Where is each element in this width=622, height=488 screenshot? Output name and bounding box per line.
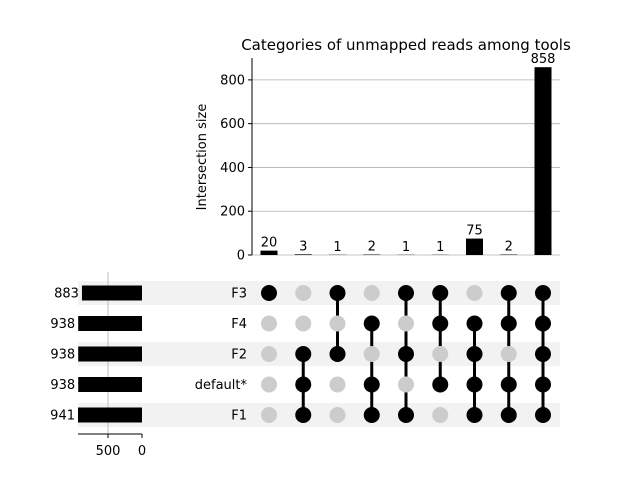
intersection-bar-label-3: 1: [333, 240, 341, 255]
matrix-dot-1-f1-empty: [261, 407, 277, 423]
intersection-bar-label-8: 2: [505, 240, 513, 255]
set-size-value-f2: 938: [50, 348, 75, 363]
chart-title: Categories of unmapped reads among tools: [241, 36, 571, 54]
matrix-dot-2-f2-filled: [295, 346, 312, 362]
y-tick-label-600: 600: [220, 117, 245, 132]
intersection-bar-2: [294, 254, 312, 255]
set-size-bars: 883 938 938 938 941: [50, 272, 142, 434]
matrix-dot-6-f2-empty: [432, 346, 449, 362]
matrix-dot-4-default-filled: [363, 376, 380, 393]
intersection-bar-label-7: 75: [466, 224, 483, 239]
matrix-dot-3-f1-empty: [329, 407, 346, 423]
matrix-dot-8-default-filled: [500, 376, 517, 393]
matrix-dot-5-f2-filled: [398, 346, 414, 362]
set-name-f1: F1: [231, 409, 247, 424]
intersection-bar-label-4: 2: [368, 240, 376, 255]
matrix-dot-9-f3-filled: [535, 285, 551, 301]
set-name-f2: F2: [231, 348, 247, 363]
matrix-dot-4-f4-filled: [363, 315, 380, 332]
row-stripe-f2: [78, 342, 560, 366]
matrix-dot-2-default-filled: [295, 376, 312, 393]
set-name-default: default*: [195, 378, 248, 393]
matrix-dot-1-f3-filled: [261, 285, 277, 301]
set-size-bar-f4: [78, 316, 142, 331]
intersection-bar-1: [260, 250, 278, 255]
y-tick-label-400: 400: [220, 161, 245, 176]
set-size-bar-f3: [81, 285, 142, 301]
matrix-dot-9-default-filled: [535, 376, 551, 393]
matrix-dot-2-f4-empty: [295, 315, 312, 332]
y-tick-label-0: 0: [237, 249, 245, 264]
matrix-dot-5-f4-empty: [398, 315, 414, 332]
matrix-dot-6-default-filled: [432, 376, 449, 393]
matrix-dot-7-default-filled: [466, 376, 483, 393]
row-stripes: [78, 281, 560, 427]
set-size-bar-default: [78, 377, 142, 392]
intersection-bar-label-6: 1: [436, 240, 444, 255]
matrix-dot-5-f3-filled: [398, 285, 414, 301]
intersection-bar-label-1: 20: [261, 236, 278, 251]
set-size-value-f1: 941: [50, 409, 75, 424]
matrix-dot-4-f1-filled: [363, 407, 380, 423]
matrix-dot-1-f4-empty: [261, 315, 277, 332]
matrix-dot-7-f3-empty: [466, 285, 483, 301]
intersection-bar-label-2: 3: [299, 239, 307, 254]
intersection-bar-9: [534, 67, 552, 256]
matrix-dot-8-f4-filled: [500, 315, 517, 332]
matrix-dot-1-f2-empty: [261, 346, 277, 362]
intersection-bar-label-5: 1: [402, 240, 410, 255]
matrix-dot-9-f1-filled: [535, 407, 551, 423]
matrix-dot-9-f2-filled: [535, 346, 551, 362]
matrix-dot-5-default-empty: [398, 376, 414, 393]
matrix-dot-2-f1-filled: [295, 407, 312, 423]
set-size-axis: 500 0: [78, 433, 146, 459]
set-size-value-f3: 883: [54, 287, 79, 302]
y-tick-label-800: 800: [220, 73, 245, 88]
matrix-dot-7-f1-filled: [466, 407, 483, 423]
set-size-bar-f2: [78, 346, 142, 362]
matrix-dot-4-f3-empty: [363, 285, 380, 301]
set-size-value-f4: 938: [50, 317, 75, 332]
y-gridlines: [252, 79, 560, 256]
set-name-labels: F3 F4 F2 default* F1: [195, 287, 248, 424]
row-stripe-f1: [78, 403, 560, 427]
matrix-dot-2-f3-empty: [295, 285, 312, 301]
y-axis: 0 200 400 600 800: [220, 58, 253, 264]
set-size-value-default: 938: [50, 378, 75, 393]
intersection-value-labels: 20 3 1 2 1 1 75 2 858: [261, 52, 556, 255]
set-name-f4: F4: [231, 317, 247, 332]
intersection-bar-7: [466, 238, 483, 255]
matrix-dot-8-f1-filled: [500, 407, 517, 423]
intersection-bars: [260, 67, 552, 256]
y-axis-label: Intersection size: [195, 104, 210, 211]
intersection-bar-label-9: 858: [531, 52, 556, 67]
matrix-dot-5-f1-filled: [398, 407, 414, 423]
matrix-dot-6-f1-empty: [432, 407, 449, 423]
matrix-dot-3-f3-filled: [329, 285, 346, 301]
y-tick-label-200: 200: [220, 205, 245, 220]
matrix-dot-9-f4-filled: [535, 315, 551, 332]
matrix-dot-8-f3-filled: [500, 285, 517, 301]
matrix-dot-3-default-empty: [329, 376, 346, 393]
matrix-dot-6-f3-filled: [432, 285, 449, 301]
matrix-dot-8-f2-empty: [500, 346, 517, 362]
set-size-tick-label-500: 500: [96, 444, 121, 459]
set-size-tick-label-0: 0: [138, 444, 146, 459]
matrix-dot-4-f2-empty: [363, 346, 380, 362]
matrix-dot-6-f4-filled: [432, 315, 449, 332]
matrix-dot-3-f2-filled: [329, 346, 346, 362]
set-size-bar-f1: [78, 407, 142, 423]
set-name-f3: F3: [231, 287, 247, 302]
matrix-dot-7-f4-filled: [466, 315, 483, 332]
matrix-dot-3-f4-empty: [329, 315, 346, 332]
matrix-dot-1-default-empty: [261, 376, 277, 393]
matrix-dot-7-f2-filled: [466, 346, 483, 362]
intersection-matrix: [261, 285, 551, 423]
row-stripe-f3: [78, 281, 560, 305]
